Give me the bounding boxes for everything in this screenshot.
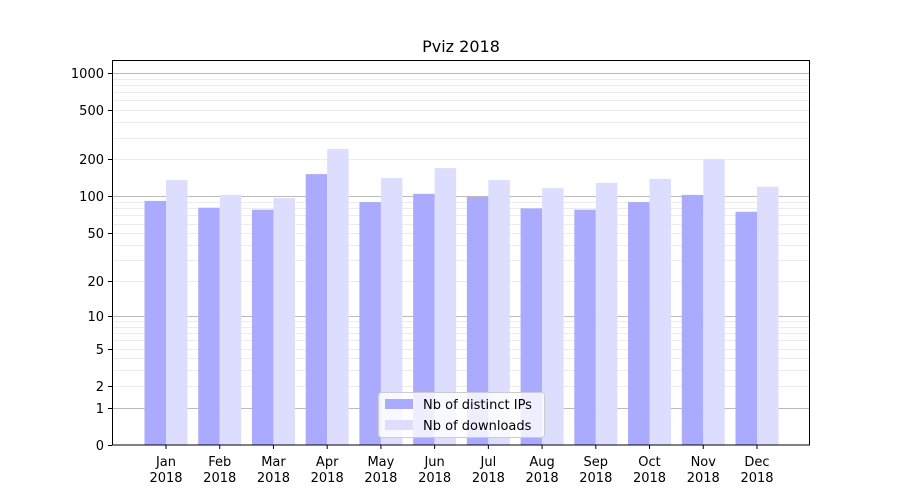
y-tick-label: 500	[79, 104, 104, 119]
y-tick-label: 200	[79, 153, 104, 168]
bar-distinct-ips	[574, 209, 596, 445]
x-tick-label-month: Mar	[261, 455, 286, 470]
bar-distinct-ips	[735, 211, 757, 445]
legend-box	[378, 392, 545, 438]
x-tick-label-month: Jan	[155, 455, 176, 470]
y-tick-label: 1	[96, 402, 104, 417]
y-axis: 0 1 2 5 10 20 50 100 200 500 1000	[71, 67, 112, 454]
bar-distinct-ips	[359, 202, 381, 445]
bar-downloads	[649, 178, 672, 445]
y-tick-label: 1000	[71, 67, 104, 82]
x-tick-label-year: 2018	[579, 471, 612, 486]
bar-distinct-ips	[681, 194, 704, 445]
bar-downloads	[595, 182, 618, 445]
x-tick-label-year: 2018	[257, 471, 290, 486]
y-tick-label: 10	[87, 310, 104, 325]
bar-downloads	[488, 180, 510, 446]
bar-distinct-ips	[628, 202, 650, 445]
legend-swatch-downloads	[385, 420, 413, 430]
x-tick-label-year: 2018	[364, 471, 397, 486]
bar-distinct-ips	[413, 193, 435, 445]
x-axis: Jan2018Feb2018Mar2018Apr2018May2018Jun20…	[149, 445, 774, 486]
plot-frame	[112, 60, 810, 446]
bar-distinct-ips	[251, 209, 274, 445]
x-tick-label-month: Aug	[529, 455, 554, 470]
y-tick-label: 0	[96, 439, 104, 454]
x-tick-label-month: Feb	[208, 455, 231, 470]
bar-downloads	[434, 168, 457, 446]
x-tick-label-year: 2018	[472, 471, 505, 486]
bar-distinct-ips	[144, 200, 166, 445]
bar-distinct-ips	[305, 174, 328, 445]
y-tick-label: 100	[79, 190, 104, 205]
y-tick-label: 2	[96, 380, 104, 395]
x-tick-label-year: 2018	[311, 471, 344, 486]
x-tick-label-year: 2018	[687, 471, 720, 486]
bars	[144, 148, 779, 446]
bar-downloads	[166, 180, 188, 446]
bar-distinct-ips	[520, 208, 543, 445]
x-tick-label-month: Jun	[423, 455, 444, 470]
legend: Nb of distinct IPs Nb of downloads	[378, 392, 545, 438]
bar-downloads	[757, 186, 779, 445]
x-tick-label-month: Jul	[480, 455, 497, 470]
x-tick-label-year: 2018	[149, 471, 182, 486]
chart-title: Pviz 2018	[422, 37, 500, 56]
legend-label-ips: Nb of distinct IPs	[423, 398, 532, 413]
y-tick-label: 50	[87, 227, 104, 242]
x-tick-label-month: Dec	[744, 455, 769, 470]
x-tick-label-month: May	[367, 455, 394, 470]
bar-downloads	[703, 159, 725, 446]
y-tick-label: 20	[87, 275, 104, 290]
legend-label-downloads: Nb of downloads	[423, 419, 532, 434]
bar-downloads	[380, 178, 403, 445]
x-tick-label-year: 2018	[203, 471, 236, 486]
x-tick-label-year: 2018	[418, 471, 451, 486]
bar-downloads	[219, 194, 242, 445]
x-tick-label-month: Oct	[638, 455, 660, 470]
legend-swatch-ips	[385, 399, 413, 409]
x-tick-label-month: Nov	[691, 455, 717, 470]
x-tick-label-year: 2018	[740, 471, 773, 486]
x-tick-label-month: Sep	[584, 455, 609, 470]
bar-downloads	[327, 148, 349, 445]
bar-distinct-ips	[198, 207, 220, 445]
bar-downloads	[542, 188, 564, 446]
x-tick-label-year: 2018	[633, 471, 666, 486]
x-tick-label-year: 2018	[526, 471, 559, 486]
bar-distinct-ips	[466, 197, 489, 445]
x-tick-label-month: Apr	[316, 455, 339, 470]
bar-downloads	[273, 198, 295, 445]
y-tick-label: 5	[96, 343, 104, 358]
